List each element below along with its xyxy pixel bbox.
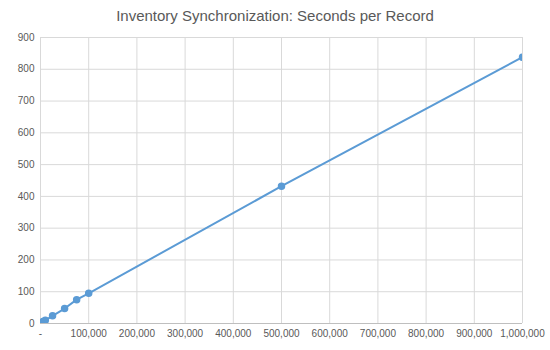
svg-text:900,000: 900,000 [456, 328, 493, 339]
svg-text:400: 400 [18, 191, 35, 202]
svg-text:500: 500 [18, 159, 35, 170]
svg-text:700: 700 [18, 95, 35, 106]
svg-text:200: 200 [18, 254, 35, 265]
svg-text:400,000: 400,000 [215, 328, 252, 339]
svg-text:300,000: 300,000 [167, 328, 204, 339]
svg-text:0: 0 [29, 318, 35, 329]
svg-text:600,000: 600,000 [312, 328, 349, 339]
svg-text:100,000: 100,000 [71, 328, 108, 339]
svg-text:600: 600 [18, 127, 35, 138]
svg-text:500,000: 500,000 [263, 328, 300, 339]
svg-text:900: 900 [18, 32, 35, 43]
svg-text:800,000: 800,000 [408, 328, 445, 339]
svg-text:200,000: 200,000 [119, 328, 156, 339]
svg-text:-: - [39, 328, 42, 339]
svg-text:100: 100 [18, 286, 35, 297]
html-text:Inventory Synchronization: Sec: Inventory Synchronization: Seconds per R… [116, 7, 434, 24]
svg-text:1,000,000: 1,000,000 [500, 328, 545, 339]
svg-text:800: 800 [18, 63, 35, 74]
svg-text:700,000: 700,000 [360, 328, 397, 339]
svg-text:300: 300 [18, 222, 35, 233]
